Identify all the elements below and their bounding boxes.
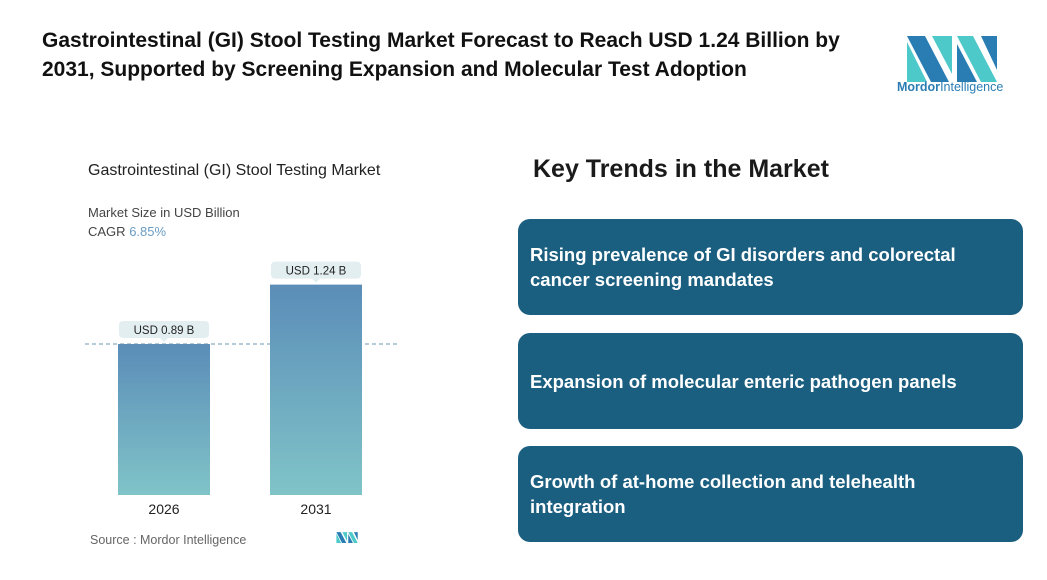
- chart-title: Gastrointestinal (GI) Stool Testing Mark…: [88, 162, 381, 179]
- x-tick-label: 2031: [300, 501, 331, 517]
- data-label: USD 1.24 B: [286, 266, 347, 278]
- trend-card: Expansion of molecular enteric pathogen …: [518, 333, 1023, 429]
- cagr-value: 6.85%: [129, 224, 167, 239]
- trend-card: Rising prevalence of GI disorders and co…: [518, 219, 1023, 315]
- chart-subtitle: Market Size in USD Billion: [88, 205, 240, 220]
- mordor-mini-logo: [336, 532, 358, 543]
- data-label-bg: [271, 261, 361, 279]
- trends-heading: Key Trends in the Market: [533, 155, 829, 183]
- bar-2031: [270, 284, 362, 495]
- source-text: Source : Mordor Intelligence: [90, 533, 247, 547]
- trend-card: Growth of at-home collection and telehea…: [518, 446, 1023, 542]
- data-label-pointer: [312, 278, 320, 283]
- data-label: USD 0.89 B: [134, 325, 195, 337]
- logo-text: MordorIntelligence: [897, 80, 1004, 94]
- x-tick-label: 2026: [148, 501, 179, 517]
- bar-2026: [118, 344, 210, 495]
- page-title: Gastrointestinal (GI) Stool Testing Mark…: [42, 29, 840, 81]
- mordor-intelligence-logo: [907, 36, 997, 82]
- data-label-pointer: [160, 338, 168, 342]
- data-label-bg: [119, 321, 209, 338]
- cagr: CAGR 6.85%: [88, 224, 167, 239]
- bar-chart: USD 0.89 B 2026 USD 1.24 B 2031: [85, 261, 398, 517]
